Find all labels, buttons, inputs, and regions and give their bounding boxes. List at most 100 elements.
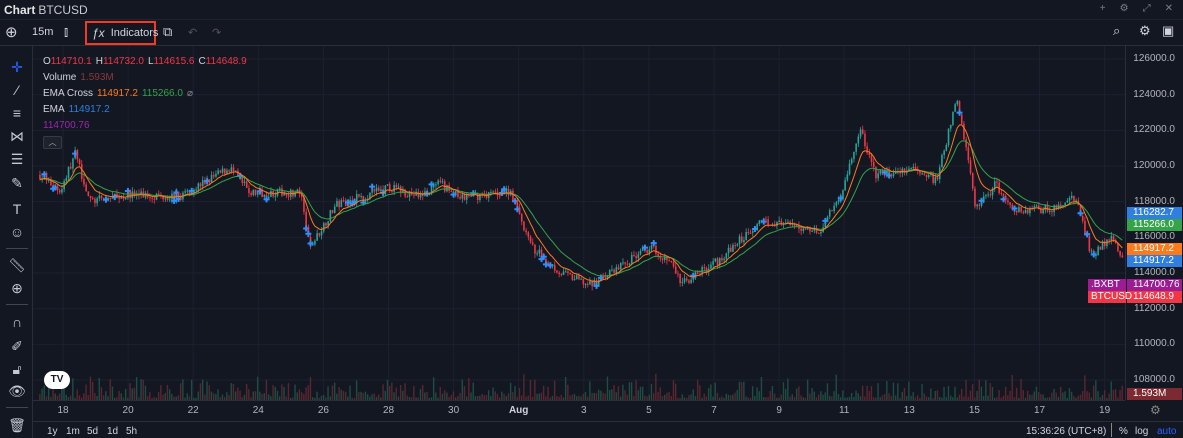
candle-body xyxy=(1044,204,1047,210)
candle-body xyxy=(476,192,479,200)
candle-body xyxy=(679,273,681,283)
close-icon[interactable]: ✕ xyxy=(1164,3,1173,14)
add-symbol-icon[interactable]: ⊕ xyxy=(5,24,18,41)
collapse-legend-button[interactable]: ︿ xyxy=(43,136,62,149)
candle-body xyxy=(140,191,142,195)
candle-body xyxy=(800,228,802,231)
trash-icon[interactable]: 🗑︎ xyxy=(8,417,26,433)
add-icon[interactable]: + xyxy=(1099,3,1106,14)
volume-bar xyxy=(963,396,965,400)
volume-bar xyxy=(1057,396,1060,400)
ema-row[interactable]: EMA 114917.2 xyxy=(43,102,247,118)
volume-bar xyxy=(1059,386,1062,400)
fib-icon[interactable]: ☰ xyxy=(10,151,24,167)
volume-bar xyxy=(639,386,642,400)
lines-icon[interactable]: ≡ xyxy=(12,105,22,121)
candle-body xyxy=(56,186,59,191)
range-5h[interactable]: 5h xyxy=(126,426,138,437)
text-icon[interactable]: T xyxy=(12,201,22,217)
candle-body xyxy=(329,210,332,222)
trendline-icon[interactable]: ⁄ xyxy=(15,82,19,98)
range-5d[interactable]: 5d xyxy=(87,426,99,437)
redo-icon[interactable]: ↷ xyxy=(212,27,222,39)
volume-bar xyxy=(556,395,558,400)
popout-icon[interactable]: ⧉ xyxy=(163,24,173,39)
tradingview-logo[interactable]: TV xyxy=(44,371,70,389)
volume-bar xyxy=(582,393,584,400)
camera-icon[interactable]: ▣ xyxy=(1162,23,1175,38)
candle-body xyxy=(872,161,875,167)
candle-body xyxy=(879,170,882,174)
candle-body xyxy=(745,231,747,241)
volume-bar xyxy=(710,384,712,400)
index-row[interactable]: 114700.76 xyxy=(43,118,247,134)
interval-button[interactable]: 15m xyxy=(32,26,54,38)
price-tag: 115266.0 xyxy=(1127,219,1182,231)
signal-marker xyxy=(305,230,312,237)
volume-bar xyxy=(85,384,87,400)
candle-body xyxy=(802,228,805,231)
volume-row[interactable]: Volume 1.593M xyxy=(43,70,247,86)
magnet-icon[interactable]: ∩ xyxy=(11,314,23,330)
price-tick: 124000.0 xyxy=(1133,88,1175,100)
volume-bar xyxy=(50,396,52,400)
price-axis[interactable]: 126000.0 124000.0 122000.0 120000.0 118000.0… xyxy=(1088,46,1183,400)
candle-body xyxy=(949,124,952,129)
eye-icon[interactable]: 👁︎ xyxy=(8,383,26,399)
zoom-in-icon[interactable]: ⊕ xyxy=(11,280,23,296)
indicators-button[interactable]: ƒx Indicators xyxy=(85,21,158,45)
auto-toggle[interactable]: auto xyxy=(1157,426,1177,437)
candle-body xyxy=(540,249,543,256)
candle-body xyxy=(1011,204,1014,209)
settings-gear-icon[interactable]: ⚙ xyxy=(1139,23,1151,38)
candle-body xyxy=(1075,200,1077,202)
candle-body xyxy=(65,177,68,182)
range-1y[interactable]: 1y xyxy=(47,426,58,437)
ruler-icon[interactable]: 📏︎ xyxy=(8,257,26,273)
emoji-icon[interactable]: ☺ xyxy=(9,224,25,240)
crosshair-icon[interactable]: ✛ xyxy=(11,59,23,75)
volume-bar xyxy=(72,378,74,400)
lock-icon[interactable]: 🔓︎ xyxy=(12,361,22,377)
expand-icon[interactable]: ⤢ xyxy=(1142,3,1151,14)
volume-bar xyxy=(547,386,549,400)
lock-drawings-icon[interactable]: ✐ xyxy=(11,338,23,354)
time-axis[interactable]: ⚙ 18 20 22 24 26 28 30 Aug 3 5 7 9 11 13 15 17 19 xyxy=(33,400,1161,420)
candle-body xyxy=(927,175,930,178)
candle-body xyxy=(1022,211,1025,213)
log-toggle[interactable]: log xyxy=(1135,426,1149,437)
undo-icon[interactable]: ↶ xyxy=(188,27,198,39)
candle-body xyxy=(628,263,631,265)
candle-body xyxy=(248,187,250,193)
pattern-icon[interactable]: ⋈ xyxy=(10,128,24,144)
signal-marker xyxy=(263,196,270,203)
volume-bar xyxy=(732,394,734,400)
volume-bar xyxy=(388,385,391,400)
candle-body xyxy=(245,181,248,188)
volume-bar xyxy=(1053,389,1055,400)
candle-body xyxy=(1090,250,1093,252)
volume-bar xyxy=(175,396,177,400)
range-1d[interactable]: 1d xyxy=(107,426,119,437)
settings-icon[interactable]: ⚙ xyxy=(1119,3,1129,14)
range-1m[interactable]: 1m xyxy=(66,426,80,437)
price-chart[interactable] xyxy=(33,46,1125,400)
volume-bar xyxy=(936,390,939,400)
volume-bar xyxy=(252,391,254,400)
ema-cross-row[interactable]: EMA Cross 114917.2 115266.0 ⌀ xyxy=(43,86,247,102)
hidden-icon[interactable]: ⌀ xyxy=(186,88,193,99)
candle-body xyxy=(490,192,492,194)
volume-bar xyxy=(294,384,296,400)
percent-toggle[interactable]: % xyxy=(1119,426,1128,437)
brush-icon[interactable]: ✎ xyxy=(11,175,23,191)
volume-bar xyxy=(1020,379,1022,400)
axis-settings-icon[interactable]: ⚙ xyxy=(1150,403,1161,417)
volume-bar xyxy=(190,379,193,400)
candle-body xyxy=(703,267,706,269)
volume-bar xyxy=(151,397,153,400)
volume-bar xyxy=(919,397,921,400)
volume-bar xyxy=(1062,392,1064,400)
candle-body xyxy=(296,189,299,192)
candle-type-icon[interactable]: ⫾ xyxy=(64,24,69,39)
zoom-icon[interactable]: ⌕ xyxy=(1113,23,1121,38)
